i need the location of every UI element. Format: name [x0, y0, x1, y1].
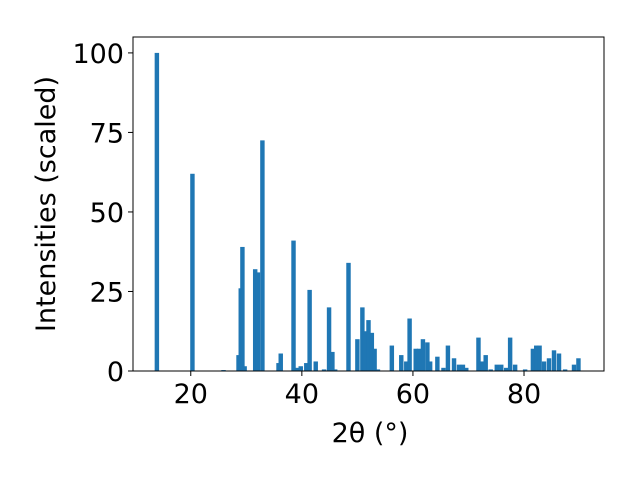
- bar: [240, 246, 245, 371]
- x-tick-label: 20: [174, 379, 208, 410]
- x-axis-label: 2θ (°): [332, 418, 409, 449]
- bar: [562, 369, 568, 371]
- bar: [372, 348, 377, 371]
- bar: [522, 369, 528, 371]
- bar: [399, 355, 404, 371]
- bar: [326, 307, 332, 371]
- bar: [494, 364, 500, 371]
- bar: [298, 366, 303, 371]
- bar: [366, 320, 371, 371]
- bar: [291, 240, 296, 371]
- y-axis-ticks: 0 25 50 75 100: [72, 39, 133, 388]
- bar: [537, 345, 542, 371]
- bar: [427, 361, 433, 371]
- bar: [441, 367, 446, 371]
- bar: [346, 262, 351, 371]
- bar: [530, 348, 536, 371]
- y-tick-label: 50: [90, 198, 124, 229]
- plot-frame: [132, 36, 605, 372]
- bar: [416, 348, 422, 371]
- bar: [154, 52, 160, 372]
- bar: [483, 355, 488, 371]
- bar: [375, 369, 381, 371]
- bar-series: [154, 52, 581, 372]
- bar: [369, 332, 375, 371]
- bar: [242, 366, 247, 371]
- bar: [295, 367, 300, 371]
- bar: [420, 339, 426, 371]
- bar: [534, 345, 539, 371]
- bar: [499, 364, 504, 371]
- bar: [362, 331, 368, 371]
- bar: [321, 369, 327, 371]
- x-tick-label: 40: [285, 379, 319, 410]
- bar: [330, 351, 335, 371]
- bar: [360, 307, 365, 371]
- bar: [480, 361, 485, 371]
- bar: [445, 345, 451, 371]
- bar: [332, 369, 338, 371]
- bar: [476, 337, 481, 371]
- bar: [190, 173, 195, 371]
- bar: [260, 140, 265, 371]
- bar: [460, 364, 466, 371]
- bar: [313, 361, 318, 371]
- bar: [255, 272, 261, 371]
- bar: [355, 339, 360, 371]
- bar: [464, 367, 469, 371]
- bar: [556, 353, 562, 371]
- bar: [304, 363, 309, 371]
- bar: [252, 269, 258, 371]
- bar: [576, 358, 581, 371]
- y-tick-label: 0: [107, 357, 124, 388]
- x-axis-ticks: 20 40 60 80: [174, 371, 541, 410]
- bar: [413, 348, 418, 371]
- bar: [541, 361, 547, 371]
- bar: [425, 342, 430, 371]
- bar: [512, 364, 518, 371]
- x-tick-label: 60: [396, 379, 430, 410]
- bar: [571, 364, 577, 371]
- bar: [546, 358, 552, 371]
- y-axis-label: Intensities (scaled): [31, 76, 62, 332]
- bar: [451, 358, 457, 371]
- y-tick-label: 25: [90, 277, 124, 308]
- bar: [278, 353, 283, 371]
- bar: [404, 361, 409, 371]
- bar: [456, 364, 462, 371]
- bar: [551, 350, 557, 371]
- bar: [504, 367, 509, 371]
- bar: [435, 356, 440, 371]
- y-tick-label: 75: [90, 118, 124, 149]
- y-tick-label: 100: [72, 39, 124, 70]
- bar: [307, 289, 312, 371]
- bar: [389, 345, 395, 371]
- bar: [507, 337, 513, 371]
- x-tick-label: 80: [507, 379, 541, 410]
- bar: [407, 318, 412, 371]
- bar: [488, 369, 493, 371]
